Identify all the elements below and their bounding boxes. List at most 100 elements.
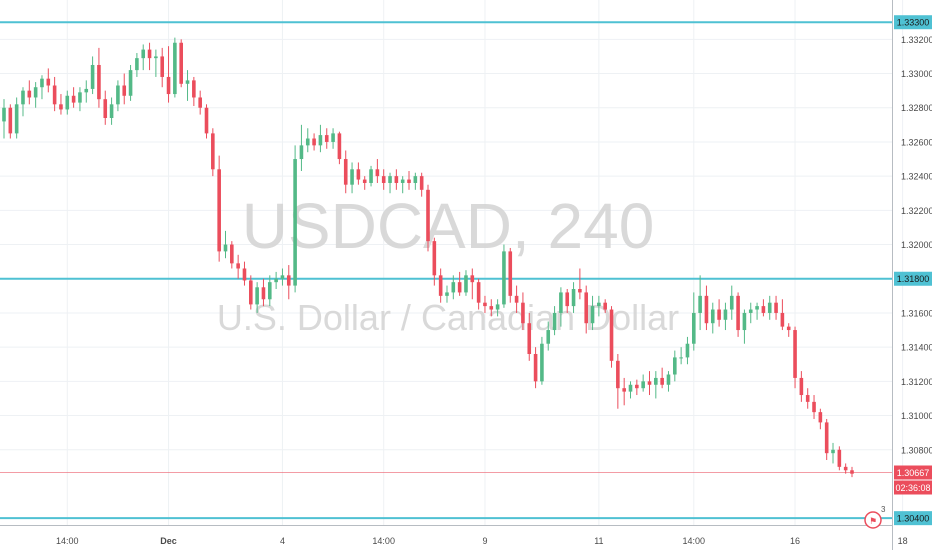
candle-body-down [324,135,329,142]
candle-body-down [343,159,348,185]
y-tick-label: 1.31000 [901,411,932,421]
candle-body-up [641,381,645,389]
candle-body-up [305,138,310,146]
candle-body-up [318,135,323,146]
y-tick-label: 1.30800 [901,445,932,455]
candle-body-down [394,176,399,183]
candle-body-up [698,295,702,313]
countdown-tag [894,480,932,495]
candle-body-up [546,330,551,344]
candle-body-down [375,169,380,177]
candle-body-down [799,377,804,396]
candle-body-down [533,353,538,382]
price-tags: 1.33300 1.31800 1.30400 1.30667 02:36:08 [894,15,932,526]
candle-body-down [242,268,247,281]
candle-body-down [211,133,215,170]
y-tick-label: 1.33200 [901,35,932,45]
candle-body-up [369,169,373,183]
candle-body-up [141,49,146,59]
y-tick-label: 1.31400 [901,343,932,353]
candle-body-down [660,377,664,385]
x-tick-label: 16 [790,536,800,546]
candle-body-down [27,90,32,98]
candle-body-up [2,107,6,122]
watermark-subtitle: U.S. Dollar / Canadian Dollar [217,297,679,338]
candle-body-down [432,241,437,276]
candle-body-down [476,282,481,303]
candle-body-up [109,104,114,118]
level-tag [894,511,932,526]
x-tick-label: 11 [594,536,603,546]
candle-body-down [489,306,494,310]
candle-body-down [362,179,367,183]
candle-body-up [154,56,158,59]
svg-text:3: 3 [881,505,886,514]
candle-body-down [483,302,487,307]
candle-body-down [837,449,842,467]
x-tick-label: Dec [160,536,177,546]
y-tick-label: 1.32200 [901,206,932,216]
y-tick-label: 1.32000 [901,240,932,250]
candle-body-down [217,169,221,252]
candle-body-up [502,251,506,305]
candle-body-up [628,384,633,392]
candle-body-up [666,374,671,385]
candle-body-up [748,309,753,313]
candle-body-up [673,357,677,375]
candle-body-up [559,292,563,313]
candle-body-up [388,176,392,183]
x-tick-label: 14:00 [56,536,79,546]
candle-body-up [400,179,405,183]
candle-body-down [261,287,266,300]
candle-body-down [527,323,532,354]
candle-body-down [647,381,652,385]
y-tick-label: 1.33000 [901,69,932,79]
candle-body-up [40,78,44,88]
candle-body-up [84,88,89,93]
candle-body-up [350,169,354,185]
candle-body-down [426,189,430,242]
candle-body-up [21,90,25,105]
candle-body-up [723,309,728,320]
candle-body-up [173,42,177,95]
candle-body-up [135,58,139,71]
candle-body-up [710,309,715,324]
x-tick-label: 14:00 [372,536,395,546]
candle-body-down [818,412,823,423]
level-tag-label: 1.33300 [897,18,930,28]
candle-body-down [236,263,240,269]
candle-body-down [179,42,183,84]
level-tag [894,15,932,30]
candle-body-up [464,275,468,293]
x-tick-label: 9 [482,536,487,546]
candle-body-down [122,85,127,96]
y-tick-label: 1.31600 [901,308,932,318]
candle-body-down [521,302,525,324]
candle-body-up [331,133,335,142]
y-tick-label: 1.31200 [901,377,932,387]
candle-body-up [691,312,696,344]
candle-body-down [71,95,76,103]
last-price-label: 1.30667 [897,468,930,478]
candle-body-down [204,107,209,134]
candle-body-down [704,295,709,324]
candle-body-down [812,401,816,413]
candle-body-down [584,292,589,324]
candle-body-down [419,176,424,190]
candle-body-up [255,287,259,305]
candle-body-up [293,159,297,286]
level-tag [894,271,932,286]
alert-flag-icon[interactable]: ⚑ 3 [864,505,886,529]
candle-body-up [654,377,658,385]
candle-body-down [635,384,639,389]
candle-body-down [578,289,582,293]
candle-body-up [128,70,133,96]
candle-body-up [685,343,690,358]
last-price-tag [894,465,932,480]
candle-body-down [786,326,791,331]
candle-body-down [46,78,51,86]
horizontal-level-lines[interactable] [0,21,892,520]
candle-body-down [609,309,614,361]
